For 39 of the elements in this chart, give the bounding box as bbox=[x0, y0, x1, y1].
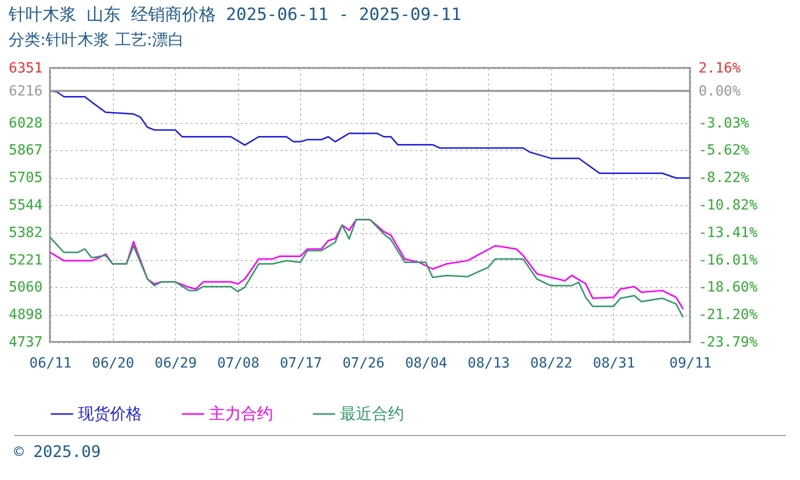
legend-label: 主力合约 bbox=[209, 404, 273, 423]
y2-tick-label: -16.01% bbox=[698, 252, 758, 268]
chart-title: 针叶木浆 山东 经销商价格 2025-06-11 - 2025-09-11 bbox=[7, 5, 462, 25]
y-tick-label: 5221 bbox=[8, 252, 42, 268]
y-tick-label: 4898 bbox=[8, 307, 42, 324]
legend-label: 现货价格 bbox=[78, 404, 142, 423]
y-tick-label: 5060 bbox=[8, 280, 42, 296]
y-tick-label: 5705 bbox=[8, 170, 42, 186]
x-tick-label: 08/13 bbox=[468, 356, 510, 372]
y2-tick-label: -5.62% bbox=[698, 142, 750, 159]
y-tick-label: 5382 bbox=[8, 225, 42, 241]
y2-tick-label: -8.22% bbox=[698, 170, 750, 186]
y2-tick-label: -21.20% bbox=[698, 307, 758, 324]
x-tick-label: 07/26 bbox=[342, 356, 385, 372]
y-tick-label: 5544 bbox=[8, 198, 42, 214]
y-tick-label: 6216 bbox=[8, 83, 42, 100]
x-tick-label: 07/17 bbox=[280, 356, 322, 372]
x-tick-label: 06/20 bbox=[92, 356, 134, 372]
y2-tick-label: 0.00% bbox=[698, 83, 742, 100]
y2-tick-label: -13.41% bbox=[698, 224, 758, 241]
y-tick-label: 4737 bbox=[8, 334, 42, 350]
y-tick-label: 6351 bbox=[8, 60, 42, 76]
x-tick-label: 08/22 bbox=[530, 356, 572, 372]
y2-tick-label: -23.79% bbox=[698, 334, 758, 350]
y-tick-label: 6028 bbox=[8, 115, 42, 132]
x-tick-label: 07/08 bbox=[217, 356, 260, 372]
y2-tick-label: -18.60% bbox=[698, 280, 758, 296]
chart-subtitle: 分类:针叶木浆 工艺:漂白 bbox=[8, 30, 184, 49]
y-tick-label: 5867 bbox=[8, 142, 42, 159]
text: © 2025.09 bbox=[14, 442, 101, 461]
x-tick-label: 06/11 bbox=[29, 356, 72, 372]
y2-tick-label: -10.82% bbox=[698, 198, 758, 214]
y2-tick-label: 2.16% bbox=[698, 60, 742, 76]
x-tick-label: 08/04 bbox=[405, 356, 448, 372]
legend-label: 最近合约 bbox=[340, 404, 404, 423]
x-tick-label: 09/11 bbox=[669, 356, 712, 372]
x-tick-label: 08/31 bbox=[592, 356, 636, 372]
y2-tick-label: -3.03% bbox=[698, 115, 750, 132]
x-tick-label: 06/29 bbox=[154, 356, 197, 372]
